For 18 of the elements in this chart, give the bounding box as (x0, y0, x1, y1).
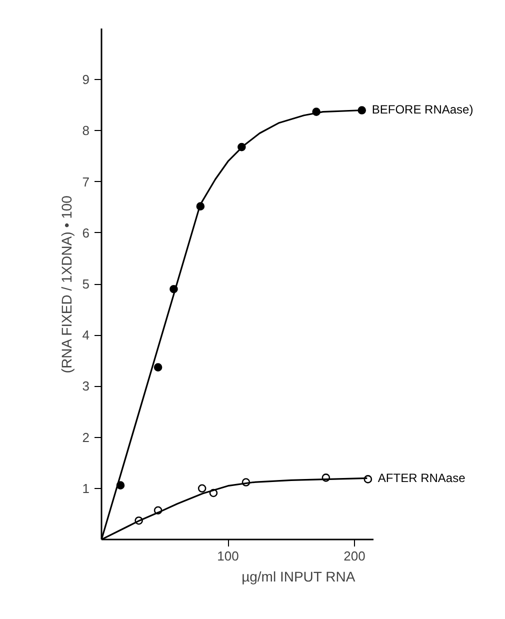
y-tick-label: 9 (82, 72, 90, 88)
x-tick-label: 100 (217, 548, 239, 564)
series-label: BEFORE RNAase) (372, 102, 474, 116)
y-tick-label: 2 (82, 430, 90, 445)
point (364, 475, 372, 484)
y-tick-label: 7 (82, 174, 90, 190)
series-label: AFTER RNAase (378, 471, 466, 486)
y-axis-title: (RNA FIXED / 1XDNA) • 100 (58, 195, 74, 374)
point (198, 484, 206, 493)
y-tick-label: 5 (82, 276, 90, 292)
point (154, 363, 162, 372)
y-tick-label: 3 (82, 378, 90, 394)
x-tick-label: 200 (344, 548, 366, 564)
y-tick-label: 4 (82, 328, 90, 343)
y-tick-label: 8 (82, 123, 90, 138)
y-tick-label: 6 (82, 225, 90, 240)
y-tick-label: 1 (82, 480, 90, 496)
x-axis-title: µg/ml INPUT RNA (242, 568, 356, 584)
